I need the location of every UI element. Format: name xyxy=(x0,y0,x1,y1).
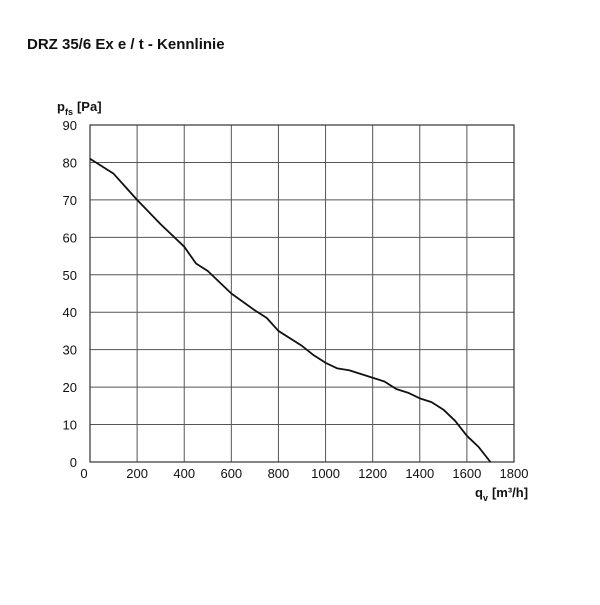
y-tick-label: 0 xyxy=(70,455,77,470)
x-tick-label: 1600 xyxy=(452,466,481,481)
x-tick-label: 600 xyxy=(220,466,242,481)
plot-border xyxy=(89,124,515,463)
curve xyxy=(89,157,492,463)
y-tick-label: 20 xyxy=(63,380,77,395)
y-tick-label: 40 xyxy=(63,305,77,320)
x-tick-label: 800 xyxy=(268,466,290,481)
x-axis-label: qv [m³/h] xyxy=(475,485,528,503)
y-label-symbol: p xyxy=(57,99,65,114)
x-label-subscript: v xyxy=(483,493,488,503)
y-tick-label: 70 xyxy=(63,193,77,208)
y-tick-label: 80 xyxy=(63,155,77,170)
chart-title: DRZ 35/6 Ex e / t - Kennlinie xyxy=(27,36,225,53)
y-axis-label: pfs [Pa] xyxy=(57,99,102,117)
x-tick-label: 0 xyxy=(80,466,87,481)
y-tick-label: 30 xyxy=(63,343,77,358)
x-label-unit: [m³/h] xyxy=(492,485,528,500)
y-tick-label: 50 xyxy=(63,268,77,283)
y-tick-label: 90 xyxy=(63,118,77,133)
x-tick-label: 1800 xyxy=(500,466,529,481)
y-label-unit: [Pa] xyxy=(77,99,102,114)
x-tick-label: 1000 xyxy=(311,466,340,481)
x-tick-label: 1400 xyxy=(405,466,434,481)
x-label-symbol: q xyxy=(475,485,483,500)
x-tick-label: 200 xyxy=(126,466,148,481)
y-tick-label: 60 xyxy=(63,230,77,245)
y-tick-label: 10 xyxy=(63,418,77,433)
y-label-subscript: fs xyxy=(65,107,73,117)
x-tick-label: 400 xyxy=(173,466,195,481)
x-tick-label: 1200 xyxy=(358,466,387,481)
